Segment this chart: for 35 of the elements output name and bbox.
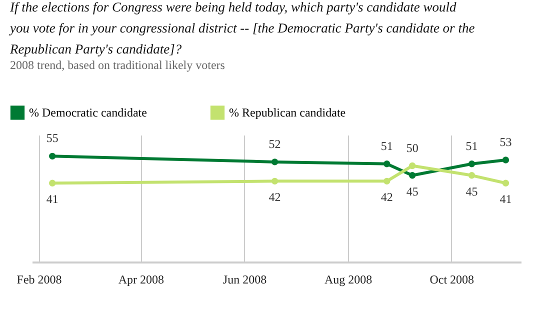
data-label: 45 <box>406 184 418 198</box>
data-label: 41 <box>46 192 58 206</box>
x-tick-label: Feb 2008 <box>16 272 62 286</box>
data-label: 42 <box>268 190 281 204</box>
data-label: 45 <box>466 184 478 198</box>
point <box>468 160 476 168</box>
data-label: 50 <box>406 140 418 155</box>
legend-label: % Democratic candidate <box>29 106 147 120</box>
point <box>502 180 510 186</box>
point <box>384 178 390 185</box>
data-label: 52 <box>268 136 281 151</box>
point <box>408 172 416 179</box>
chart-subtitle: 2008 trend, based on traditional likely voters <box>10 58 226 72</box>
data-label: 41 <box>500 192 512 206</box>
data-label: 51 <box>380 138 393 153</box>
legend-label: % Republican candidate <box>229 106 346 120</box>
x-tick-label: Apr 2008 <box>118 272 164 286</box>
point <box>49 180 56 186</box>
data-label: 42 <box>380 190 393 204</box>
point <box>468 172 476 179</box>
data-label: 55 <box>46 131 58 146</box>
x-tick-label: Jun 2008 <box>222 272 267 286</box>
text: If the elections for Congress were being held today, which party's candidate would <box>10 0 456 14</box>
point <box>384 160 390 168</box>
point <box>271 158 278 166</box>
point <box>502 156 510 164</box>
data-label: 53 <box>500 135 512 150</box>
point <box>408 162 416 170</box>
data-label: 51 <box>466 138 478 153</box>
point <box>49 152 56 160</box>
text: you vote for in your congressional district -- [the Democratic Party's candidate or the <box>10 20 475 36</box>
x-tick-label: Oct 2008 <box>430 272 474 286</box>
x-tick-label: Aug 2008 <box>324 272 372 286</box>
text: Republican Party's candidate]? <box>10 42 182 56</box>
point <box>271 178 278 185</box>
